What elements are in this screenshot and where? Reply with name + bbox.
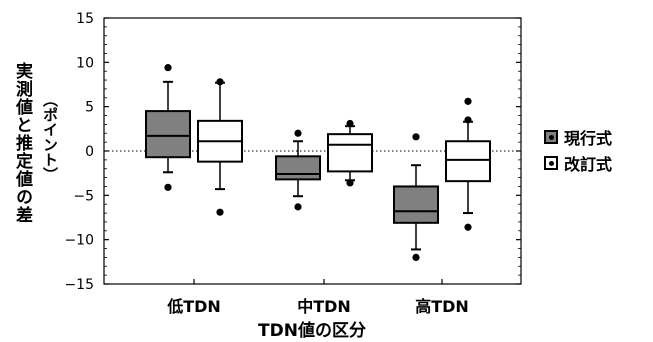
outlier-point xyxy=(464,223,472,231)
outlier-point xyxy=(412,253,420,261)
outlier-point xyxy=(216,78,224,86)
legend-label-revised: 改訂式 xyxy=(564,155,613,174)
y-axis-unit-label: （ポイント） xyxy=(41,92,59,182)
box xyxy=(445,140,491,183)
legend-label-current: 現行式 xyxy=(564,129,613,148)
outlier-point xyxy=(294,203,302,211)
x-axis-label: TDN値の区分 xyxy=(258,320,366,341)
legend-item-revised: 改訂式 xyxy=(544,150,612,176)
outlier-point xyxy=(346,179,354,187)
outlier-point xyxy=(164,64,172,72)
outlier-point xyxy=(294,129,302,137)
legend-item-current: 現行式 xyxy=(544,124,612,150)
y-tick-label: −5 xyxy=(73,188,94,204)
outlier-point xyxy=(346,119,354,128)
y-tick-label: 5 xyxy=(85,100,94,116)
box xyxy=(275,155,321,181)
y-tick-label: 15 xyxy=(76,11,94,27)
y-tick-label: −15 xyxy=(64,277,94,293)
y-tick-label: 0 xyxy=(85,144,94,160)
box xyxy=(145,110,191,159)
y-axis-label: 実測値と推定値の差 xyxy=(12,62,32,224)
x-tick-label: 低TDN xyxy=(166,297,221,316)
y-tick-label: 10 xyxy=(76,55,94,71)
outlier-point xyxy=(464,97,472,105)
outlier-point xyxy=(412,133,420,141)
x-tick-label: 高TDN xyxy=(415,297,469,316)
legend-swatch-current xyxy=(544,130,558,144)
outlier-point xyxy=(464,116,472,124)
y-tick-label: −10 xyxy=(64,233,94,249)
legend-swatch-revised xyxy=(544,156,558,170)
outlier-point xyxy=(164,183,172,191)
outlier-point xyxy=(216,208,224,216)
box xyxy=(327,133,373,173)
x-tick-label: 中TDN xyxy=(297,297,351,316)
box xyxy=(393,185,439,224)
legend: 現行式 改訂式 xyxy=(544,124,612,176)
